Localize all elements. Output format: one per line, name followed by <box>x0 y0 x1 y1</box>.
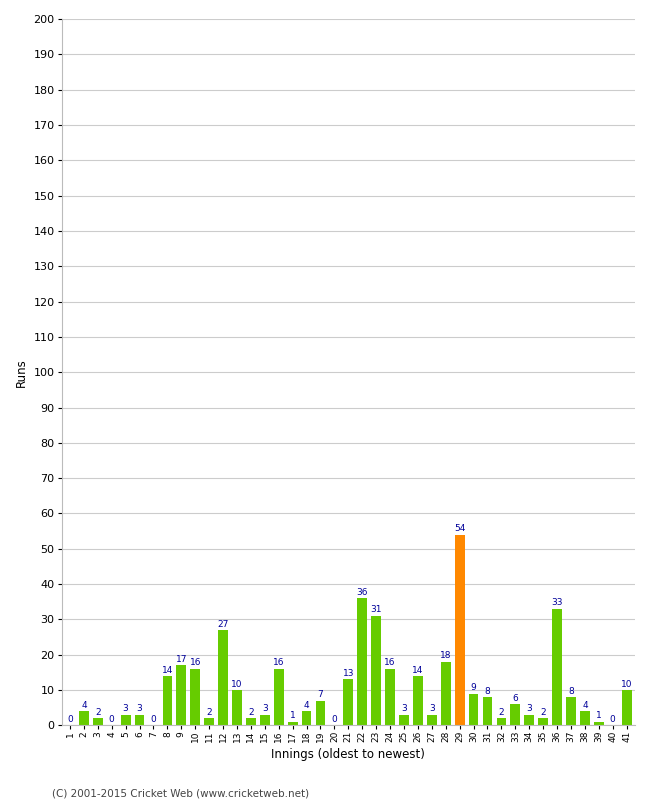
Bar <box>594 722 604 726</box>
Bar <box>343 679 353 726</box>
Text: 16: 16 <box>273 658 285 667</box>
Text: 3: 3 <box>136 704 142 714</box>
Text: 1: 1 <box>290 711 296 721</box>
Text: 31: 31 <box>370 606 382 614</box>
Bar <box>246 718 255 726</box>
Text: 4: 4 <box>304 701 309 710</box>
Bar <box>525 714 534 726</box>
Text: 3: 3 <box>401 704 407 714</box>
Bar <box>538 718 548 726</box>
Text: 9: 9 <box>471 683 476 692</box>
Y-axis label: Runs: Runs <box>15 358 28 386</box>
Text: 17: 17 <box>176 655 187 664</box>
Bar <box>260 714 270 726</box>
Bar <box>274 669 283 726</box>
Bar <box>190 669 200 726</box>
Text: 3: 3 <box>429 704 435 714</box>
Bar <box>482 697 492 726</box>
Bar <box>135 714 144 726</box>
Text: 16: 16 <box>384 658 396 667</box>
Bar <box>288 722 298 726</box>
Text: 14: 14 <box>162 666 173 674</box>
Bar <box>302 711 311 726</box>
Text: 33: 33 <box>551 598 563 607</box>
Text: (C) 2001-2015 Cricket Web (www.cricketweb.net): (C) 2001-2015 Cricket Web (www.cricketwe… <box>52 788 309 798</box>
Bar <box>371 616 381 726</box>
Bar <box>580 711 590 726</box>
Text: 2: 2 <box>248 708 254 717</box>
Bar <box>162 676 172 726</box>
Bar <box>79 711 89 726</box>
Bar <box>316 701 326 726</box>
Text: 8: 8 <box>485 686 490 696</box>
Text: 3: 3 <box>526 704 532 714</box>
Text: 0: 0 <box>610 715 616 724</box>
Text: 2: 2 <box>540 708 546 717</box>
Bar <box>218 630 228 726</box>
Text: 10: 10 <box>231 680 242 689</box>
Text: 0: 0 <box>151 715 157 724</box>
Bar <box>622 690 632 726</box>
Text: 2: 2 <box>95 708 101 717</box>
Bar <box>455 534 465 726</box>
Bar <box>497 718 506 726</box>
Bar <box>93 718 103 726</box>
Bar <box>358 598 367 726</box>
Bar <box>566 697 576 726</box>
Text: 2: 2 <box>206 708 212 717</box>
Text: 2: 2 <box>499 708 504 717</box>
Bar <box>121 714 131 726</box>
Text: 4: 4 <box>81 701 86 710</box>
Bar <box>552 609 562 726</box>
Text: 16: 16 <box>190 658 201 667</box>
Bar <box>204 718 214 726</box>
Bar <box>441 662 450 726</box>
Bar <box>510 704 520 726</box>
Text: 54: 54 <box>454 524 465 534</box>
Text: 18: 18 <box>440 651 452 661</box>
Bar <box>427 714 437 726</box>
Text: 4: 4 <box>582 701 588 710</box>
Bar <box>232 690 242 726</box>
Text: 14: 14 <box>412 666 424 674</box>
Text: 13: 13 <box>343 669 354 678</box>
Text: 3: 3 <box>123 704 129 714</box>
Text: 3: 3 <box>262 704 268 714</box>
Bar <box>176 666 186 726</box>
Text: 6: 6 <box>512 694 518 702</box>
Text: 0: 0 <box>109 715 114 724</box>
Text: 0: 0 <box>332 715 337 724</box>
Text: 1: 1 <box>596 711 602 721</box>
Bar <box>469 694 478 726</box>
Bar <box>399 714 409 726</box>
Text: 8: 8 <box>568 686 574 696</box>
X-axis label: Innings (oldest to newest): Innings (oldest to newest) <box>272 748 425 761</box>
Bar <box>385 669 395 726</box>
Bar <box>413 676 422 726</box>
Text: 7: 7 <box>318 690 323 699</box>
Text: 10: 10 <box>621 680 632 689</box>
Text: 36: 36 <box>356 588 368 597</box>
Text: 27: 27 <box>217 620 229 629</box>
Text: 0: 0 <box>67 715 73 724</box>
